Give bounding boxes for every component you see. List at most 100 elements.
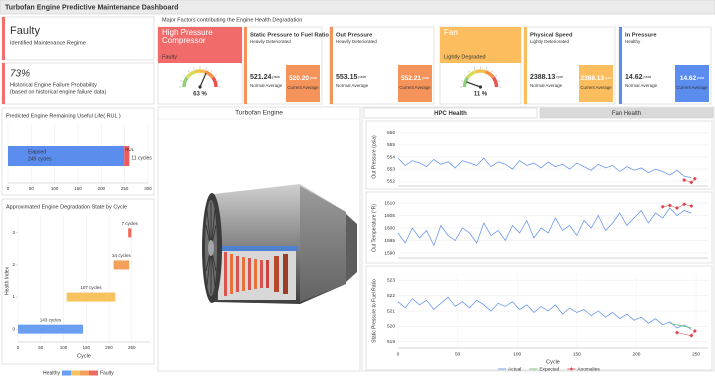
value: 520.20: [289, 75, 309, 82]
current-average-box: [286, 65, 320, 102]
gauge-tick: [485, 67, 488, 70]
x-axis-label: Cycle: [77, 353, 91, 359]
current-average-value: 2388.13rpm: [580, 75, 611, 82]
gauge-tick: [217, 80, 220, 82]
sensor-name: In Pressure: [625, 33, 657, 39]
anomaly-marker: [692, 176, 697, 181]
normal-average-label: Normal Average: [336, 83, 369, 88]
component-name-box: Fan: [444, 29, 458, 37]
regime-card: [1, 16, 155, 61]
legend-label: RUL: [125, 147, 134, 152]
x-tick-label: 0: [17, 345, 20, 350]
gauge-band: [185, 70, 196, 79]
gauge-tick: [460, 80, 463, 82]
failure-card: [1, 62, 155, 105]
gauge-tick: [180, 80, 183, 82]
sensor-state: Lightly Deteriorated: [530, 39, 570, 44]
x-tick-label: 200: [98, 186, 106, 191]
gauge-tick: [193, 67, 195, 70]
sensor-name: Physical Speed: [530, 33, 573, 39]
current-average-label: Current Average: [676, 85, 708, 90]
bar: [113, 260, 130, 270]
regime-status: Faulty: [10, 25, 40, 37]
y-tick-label: 555: [387, 142, 395, 148]
degradation-card: [1, 198, 155, 365]
y-tick-label: 522: [387, 293, 395, 299]
anomaly-marker: [675, 206, 679, 210]
value: 553.15: [336, 74, 358, 81]
bar: [124, 146, 130, 166]
y-tick-label: 1600: [384, 225, 395, 231]
current-average-value: 14.62psia: [680, 75, 705, 82]
anomaly-marker: [682, 202, 687, 207]
sensor-state: Heavily Deteriorated: [336, 39, 377, 44]
gauge-band: [466, 70, 477, 79]
data-label: 107 cycles: [80, 285, 102, 290]
gauge-tick: [468, 70, 470, 73]
anomaly-marker: [675, 330, 679, 335]
sensor-name: Out Pressure: [336, 33, 373, 39]
current-average-value: 552.21psia: [401, 75, 430, 82]
tab[interactable]: [539, 107, 714, 119]
gauge-tick: [205, 67, 207, 70]
y-axis-label: Health Index: [4, 266, 10, 295]
value: 2388.13: [530, 74, 555, 81]
component-state: Lightly Degraded: [444, 54, 486, 60]
y-tick-label: 0: [12, 326, 15, 331]
y-tick-label: 554: [387, 154, 395, 160]
gauge-tick: [210, 70, 213, 73]
failure-note: (based on historical engine failure data…: [10, 89, 106, 95]
normal-average-value: 2388.13rpm: [530, 74, 564, 81]
gauge-tick: [473, 67, 476, 70]
anomaly-marker: [660, 204, 665, 209]
legend-swatch: [89, 370, 98, 376]
gauge-needle: [199, 72, 207, 88]
unit: psia: [272, 74, 280, 79]
x-tick-label: 100: [60, 345, 68, 350]
y-tick-label: 553: [387, 166, 395, 172]
y-tick-label: 523: [387, 277, 395, 283]
gauge-band: [491, 76, 499, 88]
data-label: 11 cycles: [131, 155, 152, 161]
value: 14.62: [680, 75, 697, 82]
x-tick-label: 100: [513, 351, 521, 357]
sensor-state: Heavily Deteriorated: [250, 39, 291, 44]
current-average-label: Current Average: [287, 85, 319, 90]
y-tick-label: 1: [12, 294, 15, 299]
bar: [66, 292, 116, 302]
anomaly-marker: [689, 333, 694, 338]
y-tick-label: 1605: [384, 213, 395, 219]
unit: psia: [358, 74, 366, 79]
y-tick-label: 521: [387, 308, 395, 314]
x-tick-label: 150: [74, 186, 82, 191]
gauge-band: [462, 76, 470, 88]
dashboard-title: Turbofan Engine Predictive Maintenance D…: [5, 4, 178, 11]
anomaly-marker: [682, 177, 687, 182]
current-average-box: [398, 65, 432, 102]
series-line: [397, 157, 692, 178]
status-stripe: [2, 17, 5, 60]
y-tick-label: 552: [387, 178, 395, 184]
legend-swatch: [71, 370, 80, 376]
tab[interactable]: [363, 107, 538, 119]
gauge-band: [211, 76, 218, 88]
engine-nozzle: [346, 214, 357, 282]
anomaly-marker: [692, 329, 697, 334]
y-tick-label: 519: [387, 339, 395, 345]
y-tick-label: 3: [12, 230, 15, 235]
anomaly-marker: [689, 180, 694, 185]
x-tick-label: 0: [7, 186, 10, 191]
gauge-pivot: [198, 85, 202, 89]
y-tick-label: 2: [12, 262, 15, 267]
chart-title: Approximated Engine Degradation State by…: [6, 204, 127, 210]
x-tick-label: 250: [128, 345, 136, 350]
x-tick-label: 150: [573, 351, 581, 357]
gauge-band: [475, 69, 486, 74]
x-tick-label: 300: [144, 186, 152, 191]
legend-marker: [569, 367, 574, 371]
chart-panel: [365, 191, 713, 264]
y-axis-label: Out Pressure (psia): [371, 135, 377, 179]
series-line: [397, 296, 692, 330]
normal-average-value: 521.24psia: [250, 74, 281, 81]
